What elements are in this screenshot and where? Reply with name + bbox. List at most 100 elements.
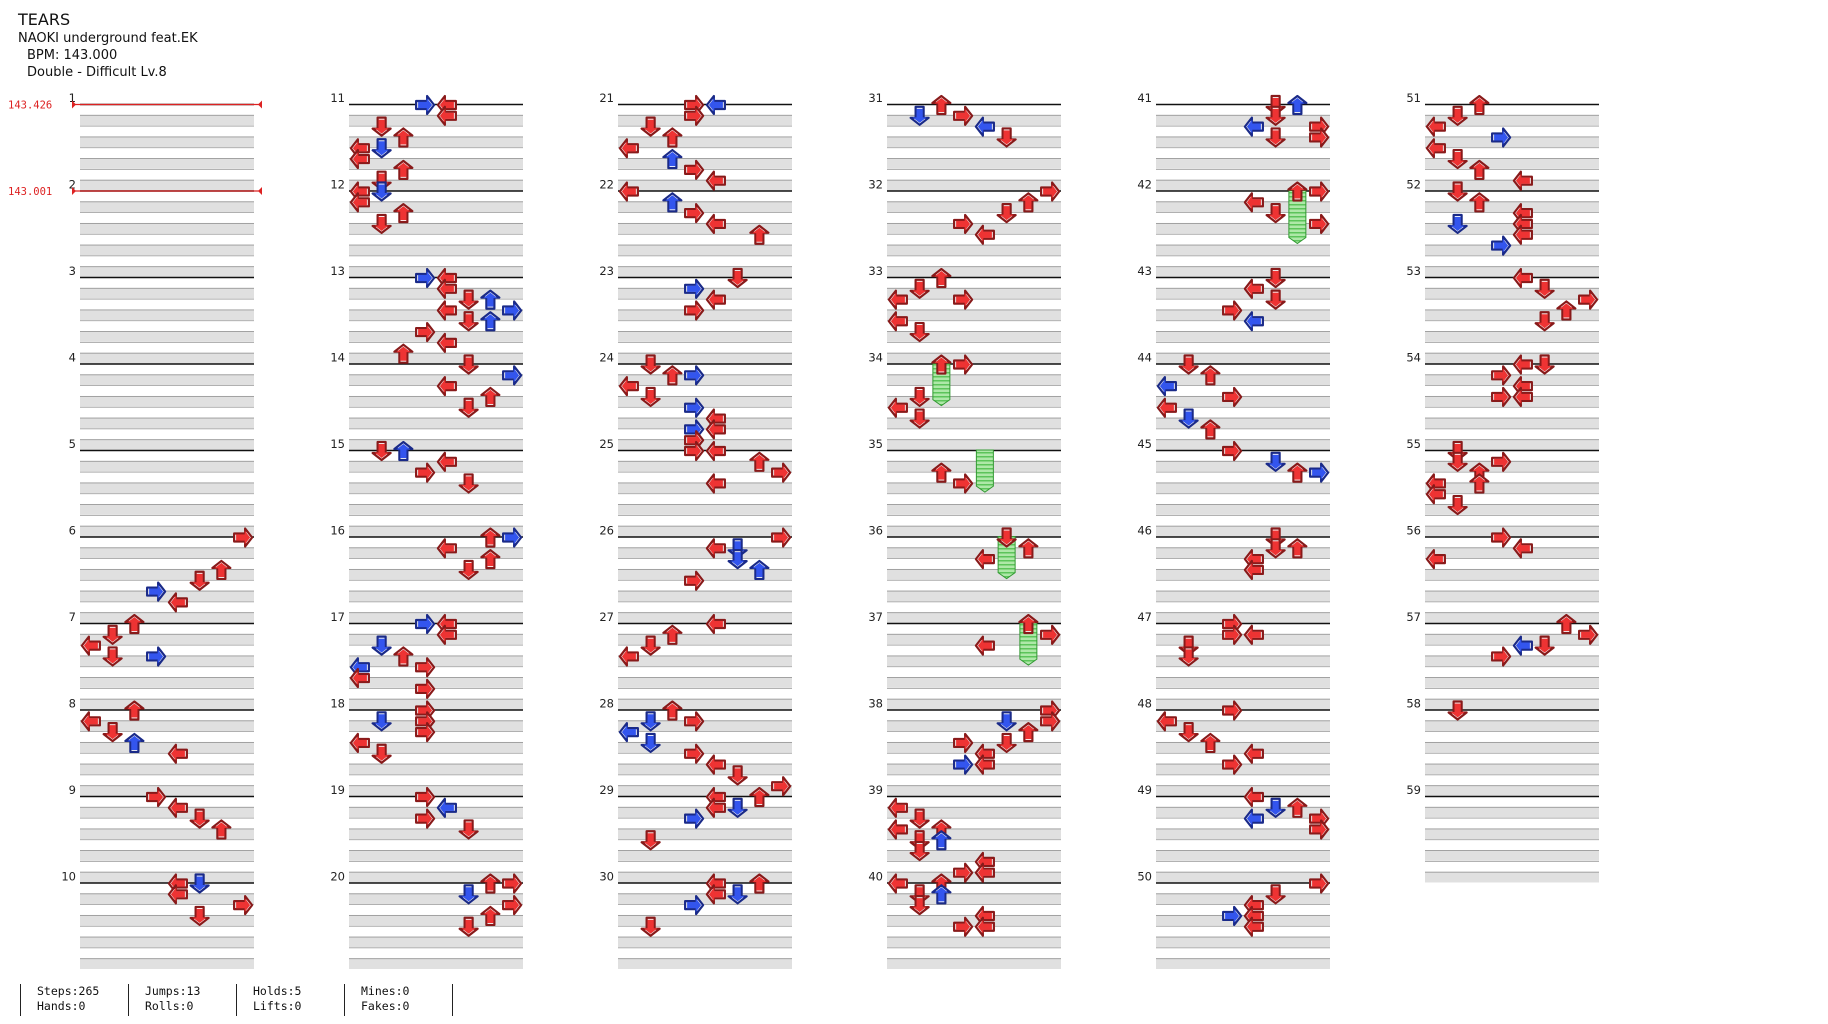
song-bpm: BPM: 143.000 — [27, 48, 118, 63]
arrow-right-icon — [1309, 462, 1330, 483]
measure-number: 26 — [599, 524, 614, 538]
beat-stripe — [618, 590, 792, 602]
bpm-change-marker: 143.426 — [8, 100, 262, 112]
measure-35: 35 — [868, 437, 1061, 537]
measure-1: 1 — [69, 91, 254, 191]
stats-group-steps: Steps:265 Hands:0 — [20, 984, 131, 1016]
arrow-up-icon — [1018, 613, 1039, 635]
beat-stripe — [80, 828, 254, 840]
stat-lifts: Lifts:0 — [253, 999, 302, 1013]
beat-stripe — [1425, 460, 1599, 472]
arrow-down-icon — [909, 408, 930, 429]
arrow-left-icon — [705, 419, 726, 440]
beat-stripe — [618, 655, 792, 667]
arrow-left-icon — [80, 635, 101, 656]
arrow-up-icon — [1200, 365, 1221, 386]
beat-stripe — [887, 504, 1061, 515]
arrow-up-icon — [480, 527, 501, 548]
arrow-up-icon — [749, 559, 770, 581]
arrow-up-icon — [1287, 94, 1308, 116]
arrow-down-icon — [1178, 722, 1199, 743]
arrow-left-icon — [349, 667, 370, 689]
beat-stripe — [887, 266, 1061, 277]
measure-13: 13 — [330, 264, 523, 364]
beat-stripe — [618, 893, 792, 905]
measure-5: 5 — [69, 437, 254, 537]
beat-stripe — [618, 136, 792, 148]
beat-stripe — [618, 936, 792, 948]
beat-stripe — [887, 698, 1061, 710]
measure-number: 48 — [1137, 697, 1152, 711]
arrow-left-icon — [1512, 170, 1533, 191]
stats-group-holds: Holds:5 Lifts:0 — [236, 984, 347, 1016]
arrow-left-icon — [1243, 624, 1264, 645]
arrow-down-icon — [371, 743, 392, 764]
arrow-up-icon — [749, 224, 770, 245]
measure-number: 56 — [1406, 524, 1421, 538]
beat-stripe — [349, 417, 523, 429]
arrow-down-icon — [909, 321, 930, 343]
beat-stripe — [1156, 763, 1330, 775]
beat-stripe — [887, 936, 1061, 948]
beat-stripe — [618, 222, 792, 234]
arrow-left-icon — [436, 300, 457, 321]
arrow-left-icon — [349, 148, 370, 170]
arrow-right-icon — [1309, 181, 1330, 202]
beat-stripe — [618, 547, 792, 559]
arrow-up-icon — [393, 343, 414, 364]
arrow-left-icon — [1156, 711, 1177, 732]
beat-stripe — [349, 158, 523, 169]
beat-stripe — [1425, 677, 1599, 688]
beat-stripe — [1156, 374, 1330, 386]
arrow-left-icon — [705, 797, 726, 818]
beat-stripe — [1156, 179, 1330, 191]
beat-stripe — [80, 547, 254, 559]
beat-stripe — [1156, 158, 1330, 169]
beat-stripe — [80, 720, 254, 732]
beat-stripe — [1425, 547, 1599, 559]
beat-stripe — [1425, 698, 1599, 710]
beat-stripe — [618, 439, 792, 450]
beat-stripe — [1156, 460, 1330, 472]
arrow-right-icon — [415, 678, 436, 699]
arrow-right-icon — [771, 527, 792, 548]
arrow-down-icon — [1265, 884, 1286, 905]
arrow-down-icon — [1447, 451, 1468, 472]
arrow-right-icon — [233, 895, 254, 916]
beat-stripe — [1425, 266, 1599, 277]
beat-stripe — [80, 655, 254, 667]
measure-4: 4 — [69, 351, 254, 450]
arrow-down-icon — [1265, 267, 1286, 289]
measure-17: 17 — [330, 610, 523, 710]
beat-stripe — [887, 741, 1061, 753]
arrow-left-icon — [1156, 397, 1177, 418]
beat-stripe — [1425, 612, 1599, 623]
arrow-left-icon — [705, 440, 726, 462]
arrow-up-icon — [124, 732, 145, 754]
beat-stripe — [1156, 395, 1330, 407]
arrow-left-icon — [705, 754, 726, 775]
measure-number: 32 — [868, 178, 883, 192]
beat-stripe — [887, 460, 1061, 472]
arrow-right-icon — [502, 527, 523, 548]
arrow-left-icon — [705, 213, 726, 235]
arrow-left-icon — [167, 884, 188, 905]
measure-57: 57 — [1406, 610, 1599, 710]
beat-stripe — [618, 482, 792, 494]
arrow-left-icon — [1512, 635, 1533, 656]
arrow-down-icon — [458, 819, 479, 840]
beat-stripe — [618, 309, 792, 321]
beat-stripe — [1425, 504, 1599, 515]
beat-stripe — [349, 612, 523, 623]
arrow-down-icon — [727, 549, 748, 570]
stat-steps: Steps:265 — [37, 984, 100, 998]
measure-number: 22 — [599, 178, 614, 192]
beat-stripe — [1425, 763, 1599, 775]
measure-number: 19 — [330, 783, 345, 797]
beat-stripe — [349, 201, 523, 213]
arrow-left-icon — [1243, 808, 1264, 829]
beat-stripe — [1425, 352, 1599, 364]
arrow-left-icon — [887, 873, 908, 894]
beat-stripe — [80, 158, 254, 169]
measure-number: 31 — [868, 91, 883, 105]
